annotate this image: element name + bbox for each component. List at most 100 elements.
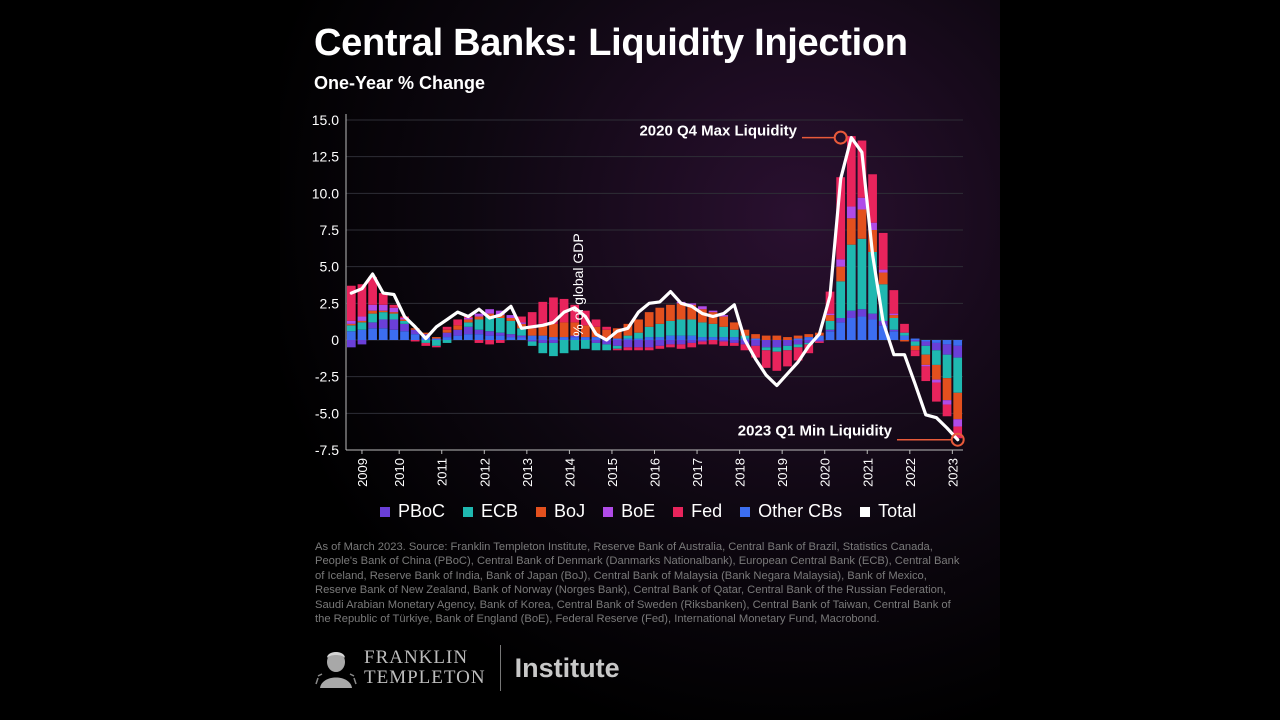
bar-other-cbs <box>400 331 409 340</box>
chart-panel: Central Banks: Liquidity Injection One-Y… <box>280 0 1000 720</box>
bar-fed <box>432 345 441 348</box>
bar-fed <box>942 404 952 417</box>
bar-pboc <box>612 340 622 346</box>
bar-pboc <box>368 322 377 329</box>
total-line-path <box>349 136 960 442</box>
bar-fed <box>719 341 729 346</box>
logo-line-2: TEMPLETON <box>364 667 486 688</box>
bar-other-cbs <box>655 337 665 340</box>
chart-title: Central Banks: Liquidity Injection <box>314 22 908 64</box>
bar-ecb <box>517 328 526 336</box>
bar-boj <box>378 310 388 313</box>
bar-ecb <box>623 335 633 339</box>
bar-pboc <box>868 313 877 320</box>
bar-pboc <box>442 332 452 338</box>
bar-fed <box>815 341 824 343</box>
logo-line-1: FRANKLIN <box>364 647 469 668</box>
bar-ecb <box>485 316 494 332</box>
y-tick-label: -5.0 <box>315 405 339 421</box>
x-tick-label: 2023 <box>945 458 960 487</box>
x-tick-label: 2018 <box>733 458 748 487</box>
bar-ecb <box>463 322 473 327</box>
legend-item-pboc: PBoC <box>380 501 445 522</box>
y-tick-label: 10.0 <box>312 185 339 201</box>
bar-other-cbs <box>506 337 516 340</box>
bar-boe <box>698 306 707 310</box>
bar-other-cbs <box>517 337 526 340</box>
x-tick-label: 2009 <box>355 458 370 487</box>
bar-ecb <box>910 341 920 346</box>
bar-fed <box>793 347 803 361</box>
bar-ecb <box>655 323 665 338</box>
logo-divider <box>499 645 501 691</box>
bar-other-cbs <box>942 340 952 345</box>
bar-boj <box>442 329 452 333</box>
bar-boj <box>570 322 580 336</box>
bar-other-cbs <box>910 338 920 340</box>
bar-fed <box>836 177 846 260</box>
bar-ecb <box>932 350 941 365</box>
bar-other-cbs <box>368 328 377 340</box>
bar-boj <box>953 392 963 420</box>
x-tick-label: 2017 <box>690 458 705 487</box>
legend-item-ecb: ECB <box>463 501 518 522</box>
bar-ecb <box>942 354 952 379</box>
bar-pboc <box>378 319 388 329</box>
bar-boj <box>432 337 441 339</box>
bar-fed <box>644 347 654 351</box>
x-tick-label: 2021 <box>860 458 875 487</box>
bar-fed <box>761 350 771 368</box>
bar-fed <box>517 316 526 323</box>
bar-pboc <box>836 318 846 323</box>
stacked-bars <box>346 136 963 439</box>
bar-ecb <box>687 319 697 336</box>
bar-boj <box>527 328 537 336</box>
bar-ecb <box>570 340 580 351</box>
bar-fed <box>623 347 633 351</box>
bar-boe <box>495 310 505 316</box>
bar-pboc <box>453 329 463 336</box>
bar-boj <box>793 335 803 339</box>
bar-pboc <box>421 334 431 338</box>
bar-pboc <box>357 340 367 345</box>
x-tick-label: 2010 <box>392 458 407 487</box>
bar-pboc <box>485 331 494 336</box>
y-axis-label: % of global GDP <box>570 233 586 337</box>
bar-other-cbs <box>485 335 494 340</box>
bar-boj <box>549 323 558 338</box>
bar-boe <box>932 379 941 383</box>
bar-boj <box>666 304 675 321</box>
bar-ecb <box>442 340 452 343</box>
bar-other-cbs <box>612 338 622 340</box>
bar-pboc <box>634 340 643 348</box>
x-tick-label: 2012 <box>477 458 492 487</box>
bar-other-cbs <box>538 335 548 340</box>
bar-other-cbs <box>793 338 803 340</box>
bar-ecb <box>378 312 388 320</box>
bar-ecb <box>527 341 537 346</box>
bar-boe <box>389 307 399 313</box>
bar-ecb <box>846 244 856 311</box>
bar-ecb <box>889 318 899 330</box>
bar-other-cbs <box>549 337 558 340</box>
bar-boe <box>878 269 888 273</box>
bar-pboc <box>602 340 611 345</box>
bar-boe <box>719 315 729 317</box>
bar-boj <box>346 323 356 326</box>
bar-boj <box>719 316 729 327</box>
bar-boe <box>953 419 963 427</box>
bar-other-cbs <box>474 334 484 340</box>
bar-fed <box>868 174 877 223</box>
bar-boe <box>506 315 516 318</box>
bar-other-cbs <box>463 334 473 340</box>
logo-institute-text: Institute <box>514 652 620 683</box>
bar-ecb <box>857 238 867 310</box>
bar-boj <box>761 335 771 340</box>
bar-boe <box>357 316 367 321</box>
bar-boj <box>644 312 654 327</box>
bar-boe <box>708 310 718 313</box>
legend: PBoC ECB BoJ BoE Fed Other CBs Total <box>380 501 916 522</box>
bar-boj <box>889 315 899 318</box>
bar-boj <box>580 325 590 338</box>
bar-fed <box>485 340 494 345</box>
